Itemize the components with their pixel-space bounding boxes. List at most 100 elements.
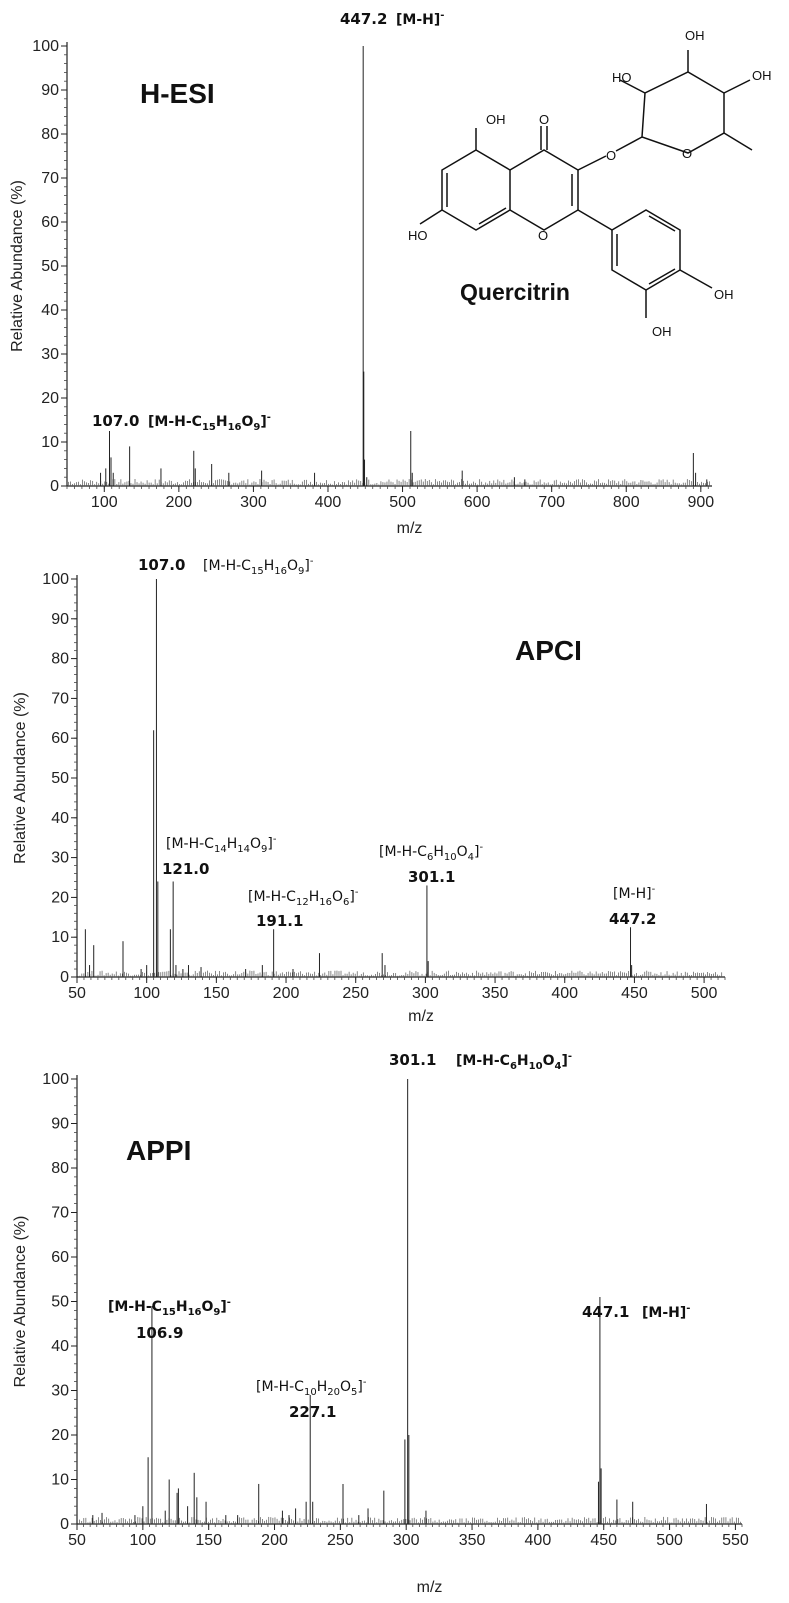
y-tick-label: 20 [51, 1427, 69, 1444]
y-tick-label: 90 [41, 82, 59, 99]
y-tick-label: 80 [41, 126, 59, 143]
x-tick-label: 300 [240, 494, 267, 511]
x-tick-label: 350 [482, 985, 509, 1002]
atom-label: OH [652, 324, 672, 339]
atom-label: HO [408, 228, 428, 243]
a-ring-double-bond [478, 207, 507, 225]
y-tick-label: 70 [51, 690, 69, 707]
x-tick-label: 500 [691, 985, 718, 1002]
x-tick-label: 400 [525, 1532, 552, 1549]
x-tick-label: 700 [538, 494, 565, 511]
y-tick-label: 90 [51, 611, 69, 628]
y-tick-label: 50 [51, 1294, 69, 1311]
glycoside-bond [577, 155, 607, 171]
y-axis-title: Relative Abundance (%) [9, 180, 26, 352]
x-tick-label: 450 [621, 985, 648, 1002]
peak-mz: 447.2 [340, 10, 387, 28]
x-tick-label: 200 [273, 985, 300, 1002]
peak-mz: 447.1 [582, 1303, 629, 1321]
hesi-method-label: H-ESI [140, 78, 215, 109]
peak-mz: 301.1 [389, 1051, 436, 1069]
x-tick-label: 400 [315, 494, 342, 511]
ion-formula: [M-H-C6H10O4]- [379, 842, 483, 863]
x-tick-label: 200 [165, 494, 192, 511]
b-ring-double-bond [648, 268, 676, 285]
ion-formula: [M-H-C14H14O9]- [166, 834, 277, 855]
y-tick-label: 60 [41, 214, 59, 231]
x-tick-label: 300 [393, 1532, 420, 1549]
x-tick-label: 100 [129, 1532, 156, 1549]
oh-bond [419, 209, 443, 225]
apci-method-label: APCI [515, 635, 582, 666]
quercitrin-structure [419, 50, 753, 318]
oh-bond [679, 269, 713, 289]
ion-formula: [M-H-C12H16O6]- [248, 887, 359, 908]
rhamnose-ring [641, 71, 725, 154]
ion-formula: [M-H-C6H10O4]- [456, 1051, 572, 1072]
ion-formula: [M-H]- [396, 10, 444, 28]
y-tick-label: 50 [51, 770, 69, 787]
x-tick-label: 450 [590, 1532, 617, 1549]
c-ring [509, 149, 579, 231]
x-tick-label: 300 [412, 985, 439, 1002]
x-tick-label: 500 [656, 1532, 683, 1549]
y-tick-label: 100 [42, 1071, 69, 1088]
oh-bond [723, 79, 751, 94]
appi-method-label: APPI [126, 1135, 191, 1166]
x-tick-label: 250 [327, 1532, 354, 1549]
x-tick-label: 150 [203, 985, 230, 1002]
y-tick-label: 0 [50, 478, 59, 495]
y-tick-label: 50 [41, 258, 59, 275]
x-axis-title: m/z [417, 1579, 443, 1596]
x-axis-title: m/z [397, 520, 423, 537]
x-tick-label: 900 [687, 494, 714, 511]
atom-label: O [682, 146, 692, 161]
appi-spectrum-panel: 50 100 150 200 250 300 350 400 450 500 550 0 10 20 30 4… [12, 1071, 749, 1596]
apci-peak-label-107: 107.0 [M-H-C15H16O9]- [138, 556, 314, 577]
peak-mz: 301.1 [408, 868, 455, 886]
x-tick-label: 400 [551, 985, 578, 1002]
x-tick-label: 200 [261, 1532, 288, 1549]
y-tick-label: 20 [41, 390, 59, 407]
atom-label: OH [752, 68, 772, 83]
y-tick-label: 60 [51, 730, 69, 747]
hesi-peak-label-107: 107.0 [M-H-C15H16O9]- [92, 412, 271, 433]
a-ring [441, 149, 511, 231]
hesi-spectrum-panel: 100 200 300 400 500 600 700 800 900 0 10 20 30 40 50 60… [9, 38, 714, 537]
peak-mz: 191.1 [256, 912, 303, 930]
hesi-peak-label-447: 447.2 [M-H]- [340, 10, 444, 28]
apci-peak-label-301: [M-H-C6H10O4]- 301.1 [379, 842, 483, 886]
y-tick-label: 30 [41, 346, 59, 363]
y-tick-label: 70 [51, 1205, 69, 1222]
ion-formula: [M-H-C15H16O9]- [108, 1297, 231, 1318]
x-tick-label: 350 [459, 1532, 486, 1549]
y-axis-title: Relative Abundance (%) [12, 1216, 29, 1388]
appi-peak-label-107: [M-H-C15H16O9]- 106.9 [108, 1297, 231, 1342]
x-axis-title: m/z [408, 1008, 434, 1025]
ion-formula: [M-H-C15H16O9]- [203, 556, 314, 577]
apci-spectrum-panel: 50 100 150 200 250 300 350 400 450 500 0 10 20 30 40 50… [12, 571, 726, 1025]
x-tick-label: 800 [613, 494, 640, 511]
apci-peak-label-121: [M-H-C14H14O9]- 121.0 [162, 834, 277, 878]
compound-name: Quercitrin [460, 279, 570, 305]
b-ring-link [577, 209, 613, 231]
peak-mz: 227.1 [289, 1403, 336, 1421]
ion-formula: [M-H]- [613, 884, 656, 902]
y-tick-label: 100 [42, 571, 69, 588]
x-tick-label: 50 [68, 1532, 86, 1549]
y-tick-label: 30 [51, 850, 69, 867]
y-tick-label: 70 [41, 170, 59, 187]
y-tick-label: 10 [41, 434, 59, 451]
appi-peak-label-301: 301.1 [M-H-C6H10O4]- [389, 1051, 572, 1072]
peak-mz: 106.9 [136, 1324, 183, 1342]
x-tick-label: 550 [722, 1532, 749, 1549]
ion-formula: [M-H-C10H20O5]- [256, 1377, 367, 1398]
atom-label: O [539, 112, 549, 127]
y-tick-label: 60 [51, 1249, 69, 1266]
peak-mz: 447.2 [609, 910, 656, 928]
y-tick-label: 80 [51, 651, 69, 668]
x-tick-label: 100 [133, 985, 160, 1002]
appi-peak-label-447: 447.1 [M-H]- [582, 1303, 690, 1321]
x-tick-label: 250 [342, 985, 369, 1002]
